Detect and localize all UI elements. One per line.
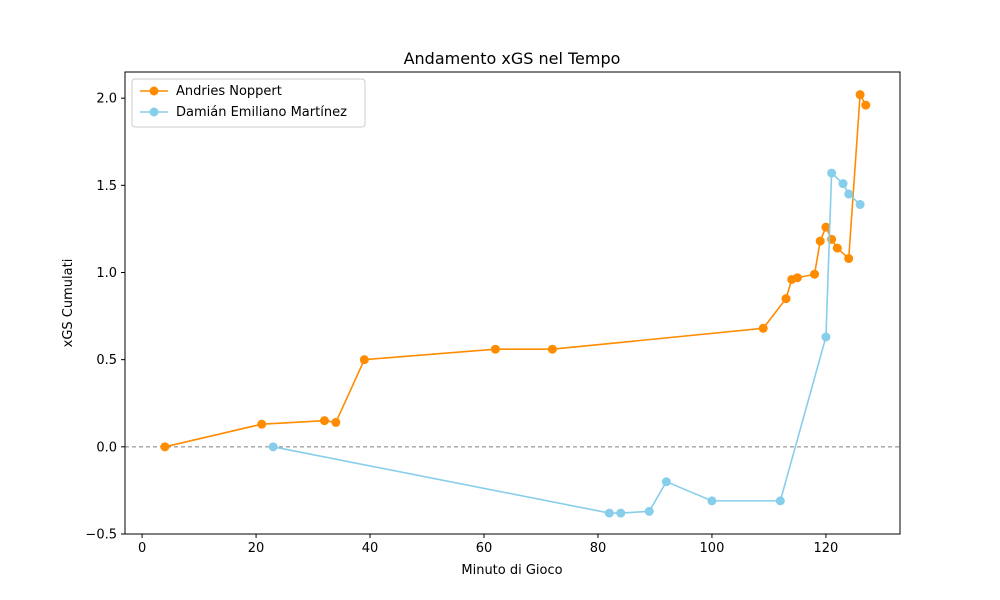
x-tick-label: 40 [362,541,379,556]
x-axis-label: Minuto di Gioco [461,563,562,578]
plot-area [125,90,900,518]
x-tick-label: 60 [476,541,493,556]
data-point-andries-noppert [160,442,170,452]
data-point-damian-emiliano-martinez [268,442,278,452]
x-tick-label: 20 [248,541,265,556]
x-axis: 0 20 40 60 80 100 120 [138,534,838,556]
data-point-damian-emiliano-martinez [775,496,785,506]
data-point-andries-noppert [815,236,825,246]
y-tick-label: −0.5 [85,528,117,543]
y-tick-label: 2.0 [96,92,117,107]
data-point-damian-emiliano-martinez [707,496,717,506]
data-point-andries-noppert [490,344,500,354]
data-point-andries-noppert [331,417,341,427]
data-point-damian-emiliano-martinez [604,508,614,518]
y-axis: −0.5 0.0 0.5 1.0 1.5 2.0 [85,92,125,543]
data-point-andries-noppert [861,100,871,110]
legend-label-damian-martinez: Damián Emiliano Martínez [176,105,347,120]
data-point-andries-noppert [319,416,329,426]
data-point-andries-noppert [832,243,842,253]
x-tick-label: 0 [138,541,146,556]
legend-label-andries-noppert: Andries Noppert [176,84,282,99]
data-point-damian-emiliano-martinez [821,332,831,342]
data-point-andries-noppert [855,90,865,100]
legend-box [131,78,366,128]
data-point-damian-emiliano-martinez [616,508,626,518]
series-line-damian-emiliano-martinez [273,171,861,514]
data-point-andries-noppert [844,254,854,264]
data-point-damian-emiliano-martinez [844,189,854,199]
data-point-andries-noppert [547,344,557,354]
data-point-damian-emiliano-martinez [661,477,671,487]
y-tick-label: 0.5 [96,353,117,368]
data-point-andries-noppert [821,222,831,232]
data-point-andries-noppert [781,294,791,304]
series-line-andries-noppert [164,91,867,448]
data-point-andries-noppert [758,323,768,333]
data-point-damian-emiliano-martinez [855,199,865,209]
y-tick-label: 0.0 [96,440,117,455]
y-axis-label: xGS Cumulati [61,259,76,348]
legend: Andries Noppert Damián Emiliano Martínez [131,78,366,128]
x-tick-label: 80 [590,541,607,556]
legend-marker-damian-martinez [149,107,159,117]
data-point-andries-noppert [359,355,369,365]
data-point-andries-noppert [810,269,820,279]
data-point-andries-noppert [792,273,802,283]
x-tick-label: 120 [814,541,839,556]
data-point-andries-noppert [257,419,267,429]
chart-title: Andamento xGS nel Tempo [404,49,621,68]
data-point-damian-emiliano-martinez [644,506,654,516]
plot-frame [124,71,901,535]
y-tick-label: 1.0 [96,266,117,281]
data-point-damian-emiliano-martinez [838,179,848,189]
legend-marker-andries-noppert [149,86,159,96]
data-point-damian-emiliano-martinez [827,168,837,178]
y-tick-label: 1.5 [96,179,117,194]
x-tick-label: 100 [700,541,725,556]
